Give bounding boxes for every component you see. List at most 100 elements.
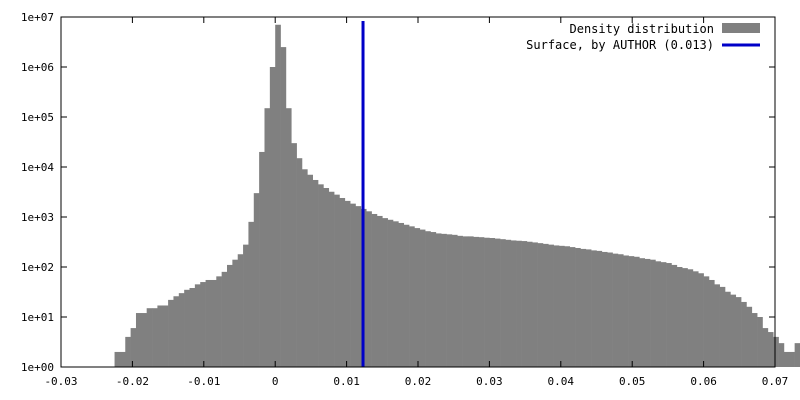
- histogram-bar: [157, 305, 164, 367]
- histogram-bar: [398, 222, 405, 367]
- histogram-bar: [692, 271, 699, 367]
- x-tick-label: 0: [272, 375, 279, 388]
- histogram-bar: [232, 259, 239, 367]
- x-tick-label: -0.01: [187, 375, 220, 388]
- histogram-bar: [200, 282, 206, 367]
- histogram-bar: [307, 174, 313, 367]
- legend-swatch-density: [722, 23, 760, 33]
- histogram-bar: [248, 221, 255, 367]
- histogram-bar: [494, 238, 501, 367]
- x-tick-label: 0.07: [762, 375, 789, 388]
- histogram-bar: [237, 254, 244, 367]
- histogram-bar: [532, 242, 538, 367]
- histogram-bar: [419, 229, 426, 367]
- histogram-bar: [650, 259, 656, 367]
- histogram-bar: [735, 297, 742, 367]
- histogram-bar: [328, 191, 335, 367]
- histogram-bar: [773, 336, 779, 367]
- histogram-bar: [376, 215, 383, 367]
- histogram-bar: [757, 317, 763, 367]
- x-tick-label: 0.01: [333, 375, 360, 388]
- histogram-bar: [489, 238, 496, 367]
- histogram-bar: [580, 248, 587, 367]
- histogram-bar: [441, 233, 447, 367]
- histogram-bar: [152, 308, 158, 367]
- histogram-bar: [601, 251, 608, 367]
- x-tick-label: 0.06: [690, 375, 717, 388]
- histogram-bar: [628, 256, 635, 367]
- histogram-bar: [660, 262, 667, 367]
- histogram-bar: [285, 108, 292, 367]
- histogram-bar: [484, 237, 490, 367]
- histogram-bar: [478, 237, 485, 367]
- histogram-bar: [548, 244, 554, 367]
- histogram-bar: [467, 236, 474, 367]
- histogram-bar: [655, 261, 662, 367]
- histogram-bar: [537, 243, 544, 367]
- histogram-bar: [387, 219, 394, 367]
- y-tick-label: 1e+04: [21, 161, 54, 174]
- histogram-bar: [205, 279, 212, 367]
- histogram-bar: [714, 284, 720, 367]
- histogram-bar: [596, 250, 603, 367]
- histogram-bar: [366, 211, 372, 367]
- y-tick-label: 1e+07: [21, 11, 54, 24]
- histogram-bar: [510, 240, 517, 367]
- histogram-bar: [671, 264, 678, 367]
- histogram-bar: [264, 108, 271, 367]
- histogram-bar: [371, 213, 378, 367]
- histogram-bar: [173, 296, 180, 367]
- histogram-bars: [114, 24, 800, 367]
- histogram-bar: [542, 243, 549, 367]
- histogram-bar: [644, 258, 651, 367]
- histogram-bar: [216, 276, 222, 367]
- histogram-bar: [687, 269, 694, 367]
- legend: Density distribution Surface, by AUTHOR …: [526, 22, 760, 52]
- histogram-bar: [210, 279, 217, 367]
- histogram-bar: [794, 343, 800, 367]
- histogram-bar: [633, 256, 640, 367]
- histogram-bar: [125, 336, 131, 367]
- histogram-bar: [575, 247, 581, 367]
- y-tick-label: 1e+06: [21, 61, 54, 74]
- histogram-bar: [762, 328, 769, 367]
- histogram-bar: [184, 289, 190, 367]
- histogram-bar: [569, 247, 576, 367]
- histogram-bar: [778, 343, 785, 367]
- histogram-bar: [301, 169, 308, 367]
- x-tick-label: 0.04: [548, 375, 575, 388]
- histogram-bar: [435, 233, 442, 367]
- histogram-bar: [789, 351, 795, 367]
- histogram-bar: [425, 231, 431, 367]
- histogram-bar: [350, 203, 356, 367]
- histogram-bar: [473, 236, 479, 367]
- histogram-bar: [275, 24, 281, 367]
- histogram-bar: [430, 232, 437, 367]
- histogram-bar: [526, 241, 533, 367]
- histogram-bar: [146, 308, 153, 367]
- histogram-bar: [323, 188, 330, 367]
- histogram-bar: [280, 47, 287, 367]
- histogram-bar: [344, 200, 351, 367]
- histogram-bar: [296, 158, 303, 367]
- histogram-bar: [457, 235, 463, 367]
- histogram-bar: [334, 194, 340, 367]
- histogram-bar: [446, 234, 453, 367]
- histogram-bar: [189, 288, 196, 367]
- histogram-bar: [623, 255, 629, 367]
- histogram-bar: [451, 234, 458, 367]
- y-tick-label: 1e+05: [21, 111, 54, 124]
- legend-label-density: Density distribution: [570, 22, 715, 36]
- histogram-bar: [676, 267, 683, 367]
- histogram-bar: [607, 252, 613, 367]
- histogram-bar: [114, 351, 121, 367]
- histogram-bar: [767, 332, 774, 367]
- x-tick-label: 0.05: [619, 375, 646, 388]
- y-tick-label: 1e+01: [21, 311, 54, 324]
- histogram-bar: [382, 218, 388, 367]
- histogram-bar: [403, 224, 410, 367]
- histogram-bar: [227, 264, 233, 367]
- histogram-bar: [130, 328, 137, 367]
- histogram-bar: [564, 246, 571, 367]
- histogram-bar: [269, 67, 276, 367]
